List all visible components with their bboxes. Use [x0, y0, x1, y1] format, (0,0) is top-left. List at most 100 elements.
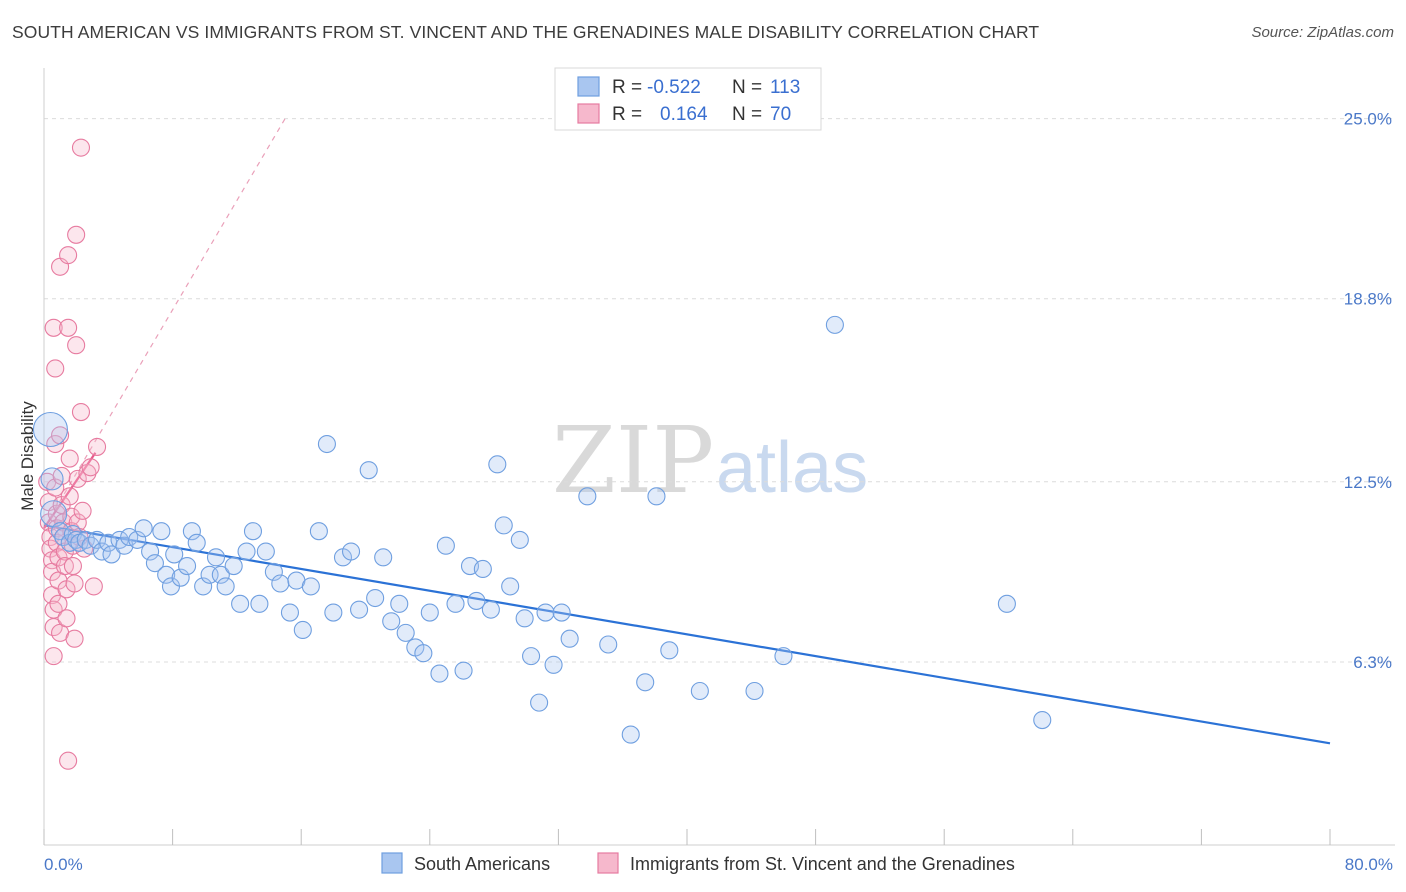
- trend-lines: [43, 118, 1331, 745]
- blue-point: [536, 603, 555, 622]
- legend-r-value-pink: 0.164: [660, 104, 708, 125]
- pink-point: [87, 437, 107, 456]
- pink-point: [63, 557, 82, 576]
- blue-point: [87, 530, 107, 549]
- blue-point: [494, 516, 513, 535]
- y-tick-label: 6.3%: [1353, 653, 1392, 672]
- pink-point: [84, 577, 103, 596]
- series-legend: South Americans Immigrants from St. Vinc…: [381, 852, 1015, 874]
- pink-point: [78, 464, 97, 483]
- pink-point: [49, 594, 68, 613]
- legend-swatch-pink: [577, 103, 600, 124]
- blue-point: [350, 600, 369, 619]
- y-tick-label: 12.5%: [1344, 473, 1392, 492]
- blue-point: [530, 693, 549, 712]
- legend-r-label-pink: R =: [612, 104, 642, 125]
- legend-r-label-blue: R =: [612, 77, 642, 98]
- blue-point: [243, 522, 263, 541]
- blue-point: [420, 603, 439, 622]
- pink-point: [67, 225, 86, 244]
- pink-point: [44, 318, 63, 337]
- blue-point: [194, 577, 213, 596]
- x-tick-label: 80.0%: [1345, 855, 1393, 874]
- pink-point: [59, 246, 78, 265]
- blue-point: [660, 641, 679, 660]
- blue-point: [271, 574, 290, 593]
- blue-point: [128, 530, 147, 549]
- watermark-atlas: atlas: [716, 428, 868, 508]
- blue-point: [488, 455, 507, 474]
- blue-point: [414, 644, 433, 663]
- legend-n-label-pink: N =: [732, 104, 762, 125]
- series-pink-points: [38, 138, 107, 770]
- pink-point: [60, 449, 79, 468]
- blue-point: [152, 522, 171, 541]
- blue-point: [366, 588, 385, 608]
- y-tick-label: 18.8%: [1344, 290, 1392, 309]
- blue-point: [178, 557, 197, 576]
- blue-point: [237, 542, 256, 561]
- blue-point: [102, 545, 121, 564]
- blue-point: [390, 594, 409, 613]
- blue-point: [317, 434, 336, 454]
- blue-point: [690, 681, 709, 701]
- pink-point: [44, 647, 63, 666]
- gridlines: [44, 118, 1395, 663]
- blue-point: [280, 603, 299, 622]
- blue-point: [430, 664, 449, 683]
- blue-point: [256, 542, 275, 561]
- blue-point: [341, 542, 361, 561]
- x-tick-labels: 0.0% 80.0%: [44, 855, 1393, 874]
- legend-n-value-pink: 70: [770, 104, 791, 125]
- blue-point: [436, 536, 455, 555]
- legend-n-value-blue: 113: [770, 77, 800, 98]
- blue-point: [560, 629, 579, 648]
- legend-swatch-blue: [577, 76, 600, 97]
- blue-point: [374, 548, 393, 567]
- pink-point: [46, 434, 65, 454]
- blue-point: [1033, 711, 1052, 730]
- pink-point: [46, 359, 65, 378]
- bottom-legend-label-pink: Immigrants from St. Vincent and the Gren…: [630, 854, 1015, 874]
- blue-point: [231, 594, 250, 613]
- blue-point: [141, 542, 160, 561]
- pink-point: [81, 458, 100, 477]
- blue-point: [157, 565, 176, 584]
- blue-point: [206, 548, 226, 567]
- blue-point: [264, 562, 283, 581]
- blue-point: [454, 661, 473, 680]
- legend-r-value-blue: -0.522: [647, 77, 701, 98]
- blue-point: [636, 673, 655, 692]
- blue-point: [382, 612, 401, 631]
- blue-point: [134, 519, 153, 538]
- blue-point: [293, 620, 312, 640]
- chart-title: SOUTH AMERICAN VS IMMIGRANTS FROM ST. VI…: [12, 22, 1040, 42]
- source-note: Source: ZipAtlas.com: [1251, 24, 1394, 41]
- blue-point: [647, 487, 666, 506]
- blue-point: [216, 577, 235, 596]
- pink-point: [59, 318, 78, 337]
- y-axis-title: Male Disability: [18, 401, 37, 511]
- pink-point: [65, 574, 84, 593]
- blue-point: [324, 603, 343, 622]
- blue-point: [544, 655, 563, 674]
- blue-point: [467, 591, 486, 610]
- pink-point: [71, 138, 91, 157]
- y-tick-label: 25.0%: [1344, 110, 1392, 129]
- blue-point: [774, 647, 793, 666]
- bottom-legend-label-blue: South Americans: [414, 854, 550, 874]
- watermark-zip: ZIP: [552, 407, 714, 514]
- blue-point: [250, 594, 269, 613]
- pink-point: [68, 513, 87, 532]
- bottom-legend-swatch-pink: [597, 852, 619, 874]
- pink-point: [57, 609, 76, 628]
- blue-point: [224, 557, 243, 576]
- pink-point: [46, 478, 65, 497]
- pink-point: [60, 487, 79, 506]
- blue-point: [578, 487, 597, 506]
- pink-point: [67, 336, 86, 355]
- axes: [43, 68, 1395, 846]
- blue-point: [145, 554, 164, 573]
- blue-point: [552, 603, 571, 622]
